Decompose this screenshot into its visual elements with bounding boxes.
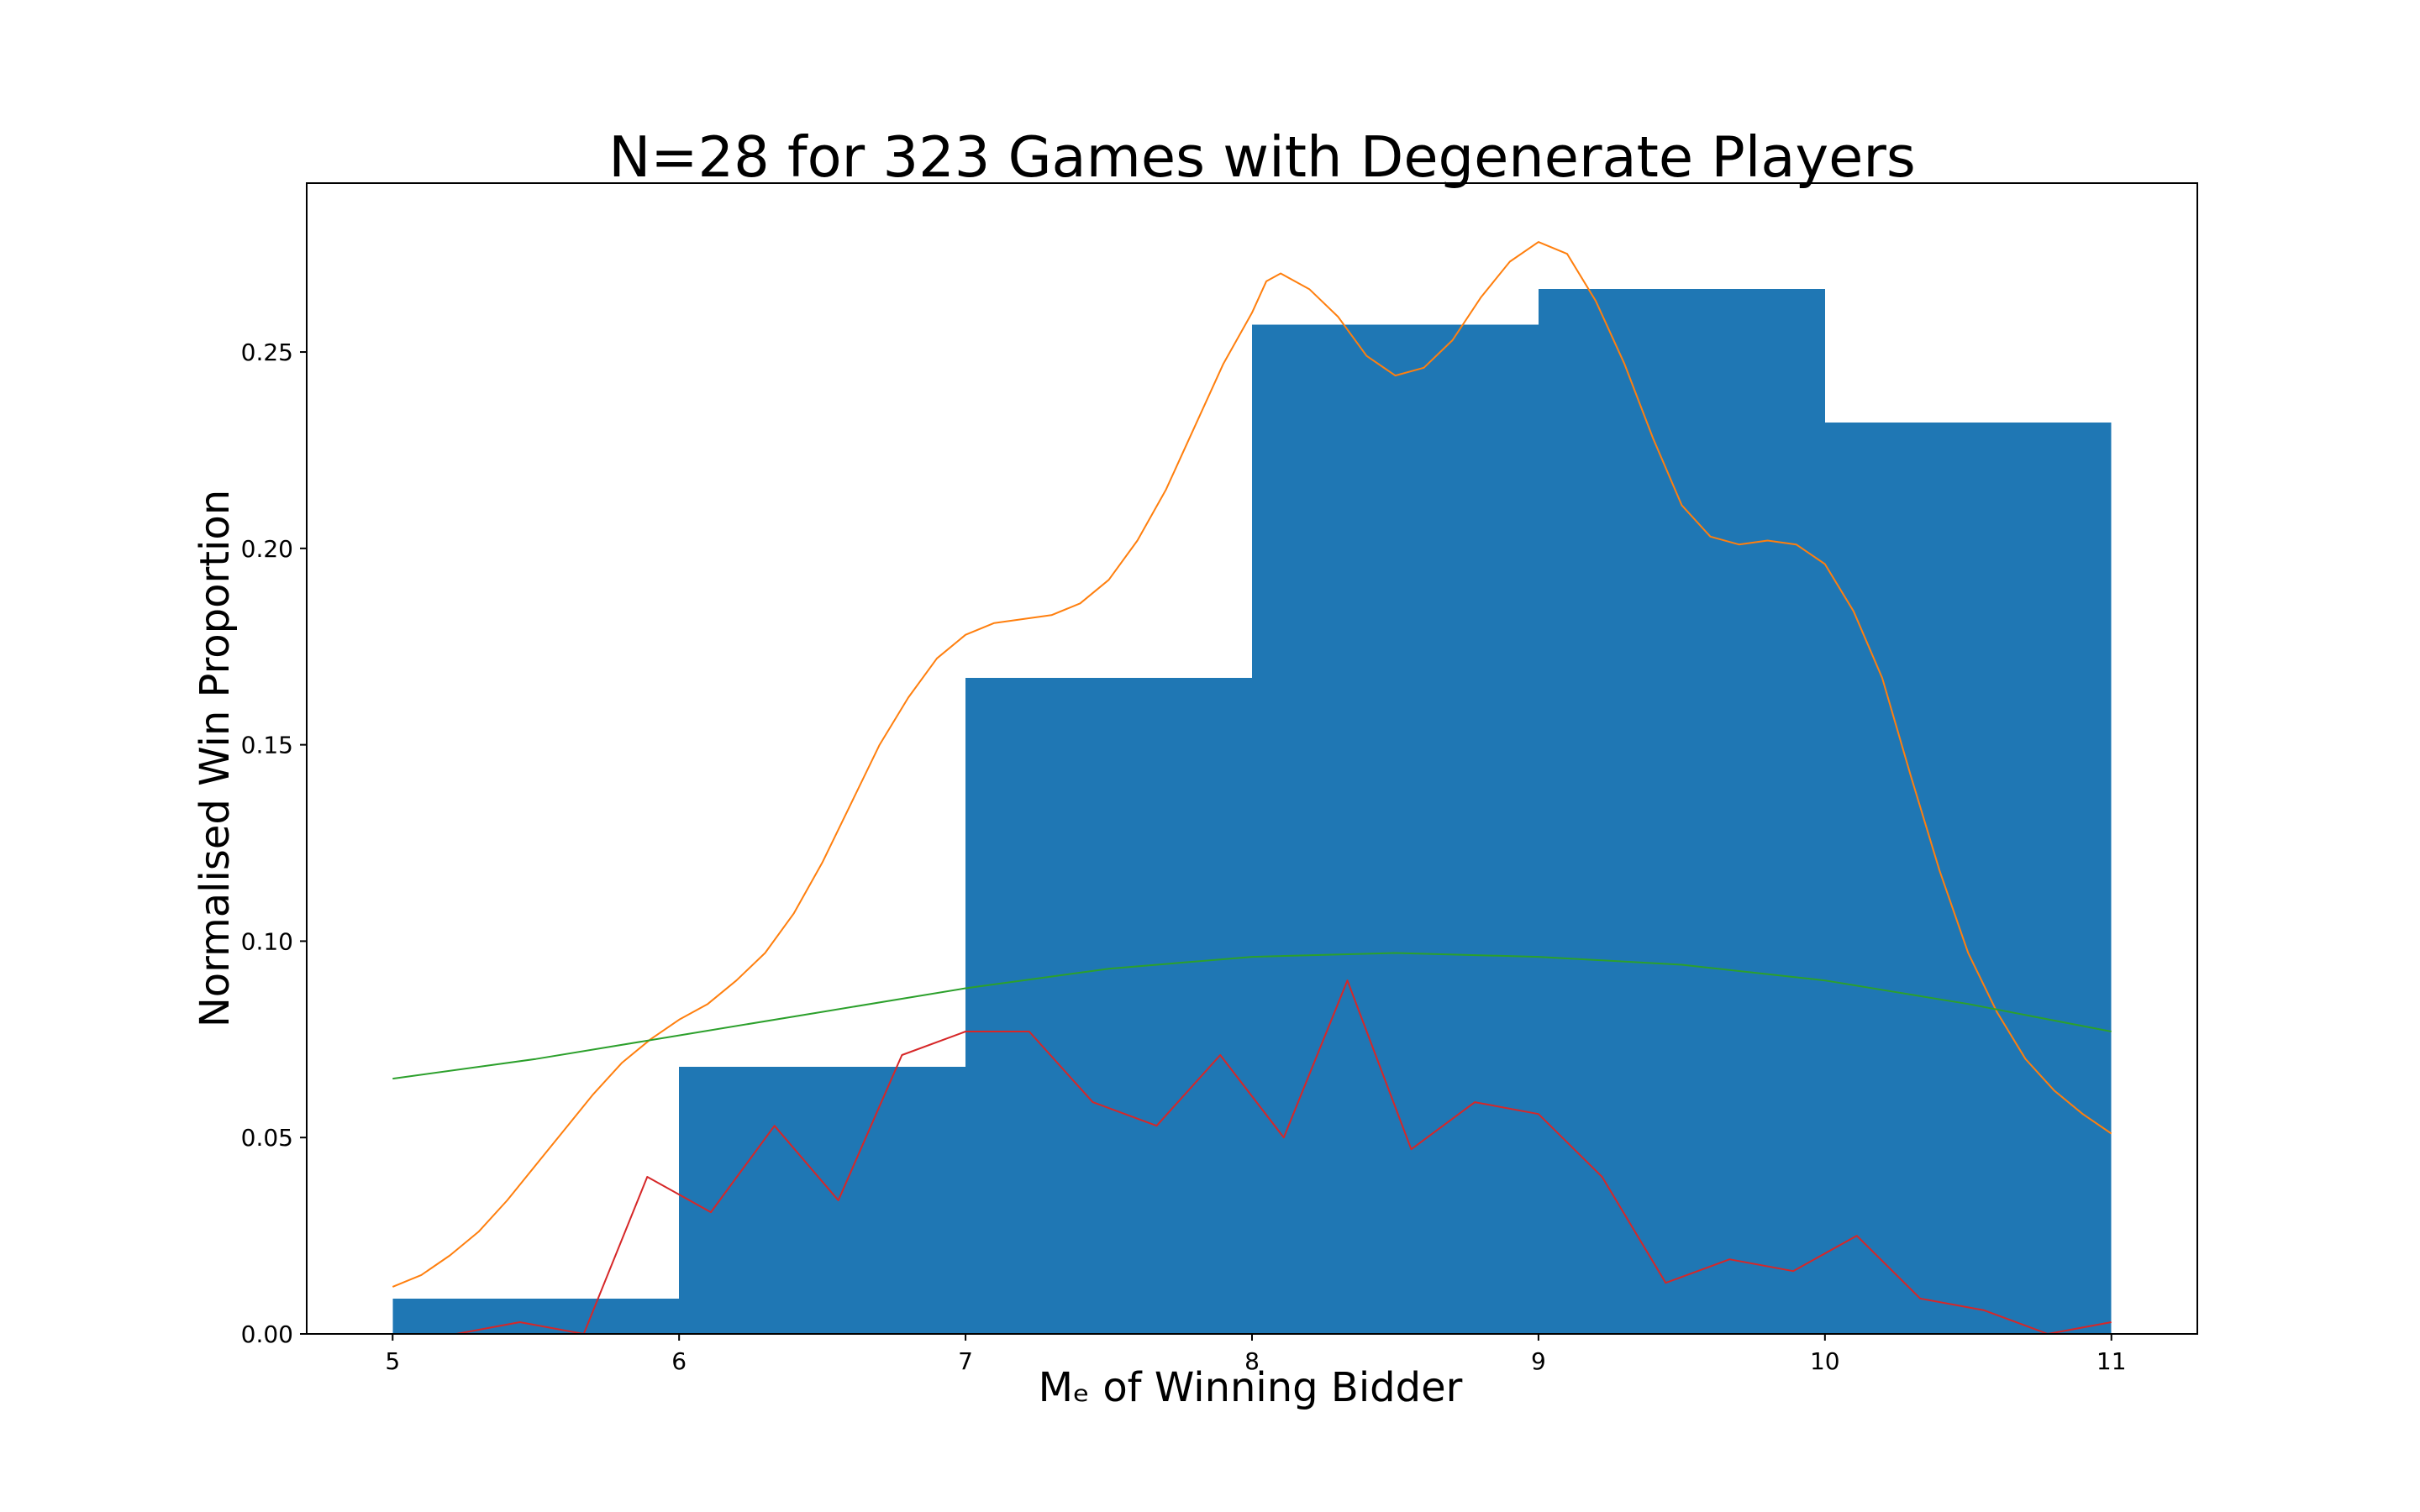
x-axis: 5 6 7 8 9 10 11	[385, 1334, 2127, 1375]
x-axis-label: Mₑ of Winning Bidder	[1039, 1364, 1463, 1411]
y-axis-label: Normalised Win Proportion	[192, 490, 239, 1027]
y-tick-label-3: 0.15	[241, 732, 293, 759]
bars-layer	[392, 289, 2112, 1335]
chart-title: N=28 for 323 Games with Degenerate Playe…	[608, 124, 1916, 190]
series-line-0	[392, 241, 2112, 1288]
histogram-bar-1	[679, 1067, 966, 1334]
x-tick-label-0: 5	[385, 1347, 400, 1375]
x-tick-label-6: 11	[2096, 1347, 2127, 1375]
y-tick-label-0: 0.00	[241, 1320, 293, 1348]
series-line-2	[392, 979, 2112, 1335]
y-axis: 0.00 0.05 0.10 0.15 0.20 0.25	[241, 339, 307, 1348]
x-tick-label-3: 8	[1244, 1347, 1260, 1375]
histogram-bar-2	[965, 678, 1252, 1334]
x-tick-label-5: 10	[1810, 1347, 1840, 1375]
x-tick-label-1: 6	[671, 1347, 687, 1375]
histogram-bar-5	[1824, 423, 2112, 1335]
x-tick-label-4: 9	[1531, 1347, 1546, 1375]
histogram-bar-3	[1252, 324, 1539, 1334]
series-line-1	[392, 952, 2112, 1080]
y-tick-label-5: 0.25	[241, 339, 293, 366]
y-tick-label-1: 0.05	[241, 1124, 293, 1152]
lines-layer	[392, 241, 2112, 1335]
histogram-bar-4	[1538, 289, 1825, 1334]
x-tick-label-2: 7	[958, 1347, 973, 1375]
y-tick-label-4: 0.20	[241, 535, 293, 563]
histogram-bar-0	[392, 1298, 680, 1334]
y-tick-label-2: 0.10	[241, 927, 293, 955]
